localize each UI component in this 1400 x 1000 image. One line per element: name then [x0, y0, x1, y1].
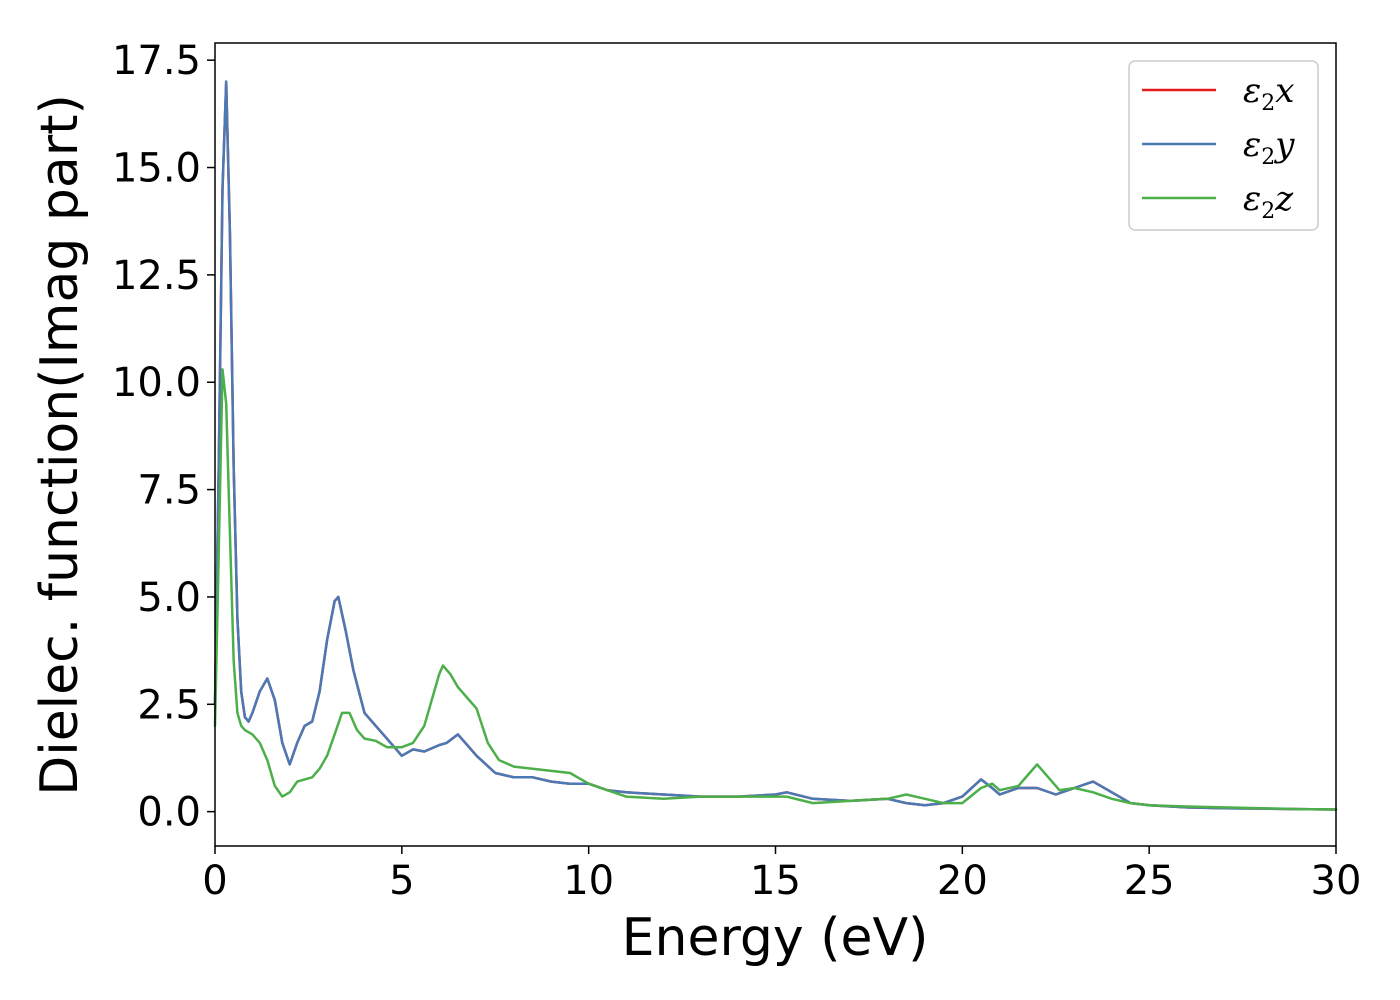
y-tick-label: 5.0 — [137, 575, 201, 621]
y-tick-label: 10.0 — [112, 360, 201, 406]
y-tick-label: 2.5 — [137, 682, 201, 728]
y-axis: 0.0 2.5 5.0 7.5 10.0 12.5 15.0 17.5 — [112, 38, 215, 836]
y-tick-label: 7.5 — [137, 468, 201, 514]
series-line-y — [213, 80, 1338, 811]
x-tick-label: 15 — [750, 858, 801, 904]
plot-lines — [213, 80, 1338, 811]
y-tick-label: 0.0 — [137, 790, 201, 836]
x-tick-label: 25 — [1124, 858, 1175, 904]
legend: ε2x ε2y ε2z — [1128, 60, 1319, 231]
x-tick-label: 10 — [563, 858, 614, 904]
x-axis: 0 5 10 15 20 25 30 — [202, 846, 1361, 904]
y-tick-label: 15.0 — [112, 146, 201, 192]
series-line-z — [213, 368, 1338, 811]
y-tick-label: 12.5 — [112, 253, 201, 299]
y-axis-title: Dielec. function(Imag part) — [30, 94, 90, 796]
legend-box — [1128, 60, 1319, 231]
x-tick-label: 0 — [202, 858, 227, 904]
x-axis-title: Energy (eV) — [622, 908, 929, 968]
legend-label-z: ε2z — [1243, 179, 1294, 224]
x-tick-label: 30 — [1311, 858, 1362, 904]
x-tick-label: 5 — [389, 858, 414, 904]
y-tick-label: 17.5 — [112, 38, 201, 84]
x-tick-label: 20 — [937, 858, 988, 904]
legend-label-y: ε2y — [1243, 125, 1295, 170]
legend-label-x: ε2x — [1243, 71, 1294, 116]
